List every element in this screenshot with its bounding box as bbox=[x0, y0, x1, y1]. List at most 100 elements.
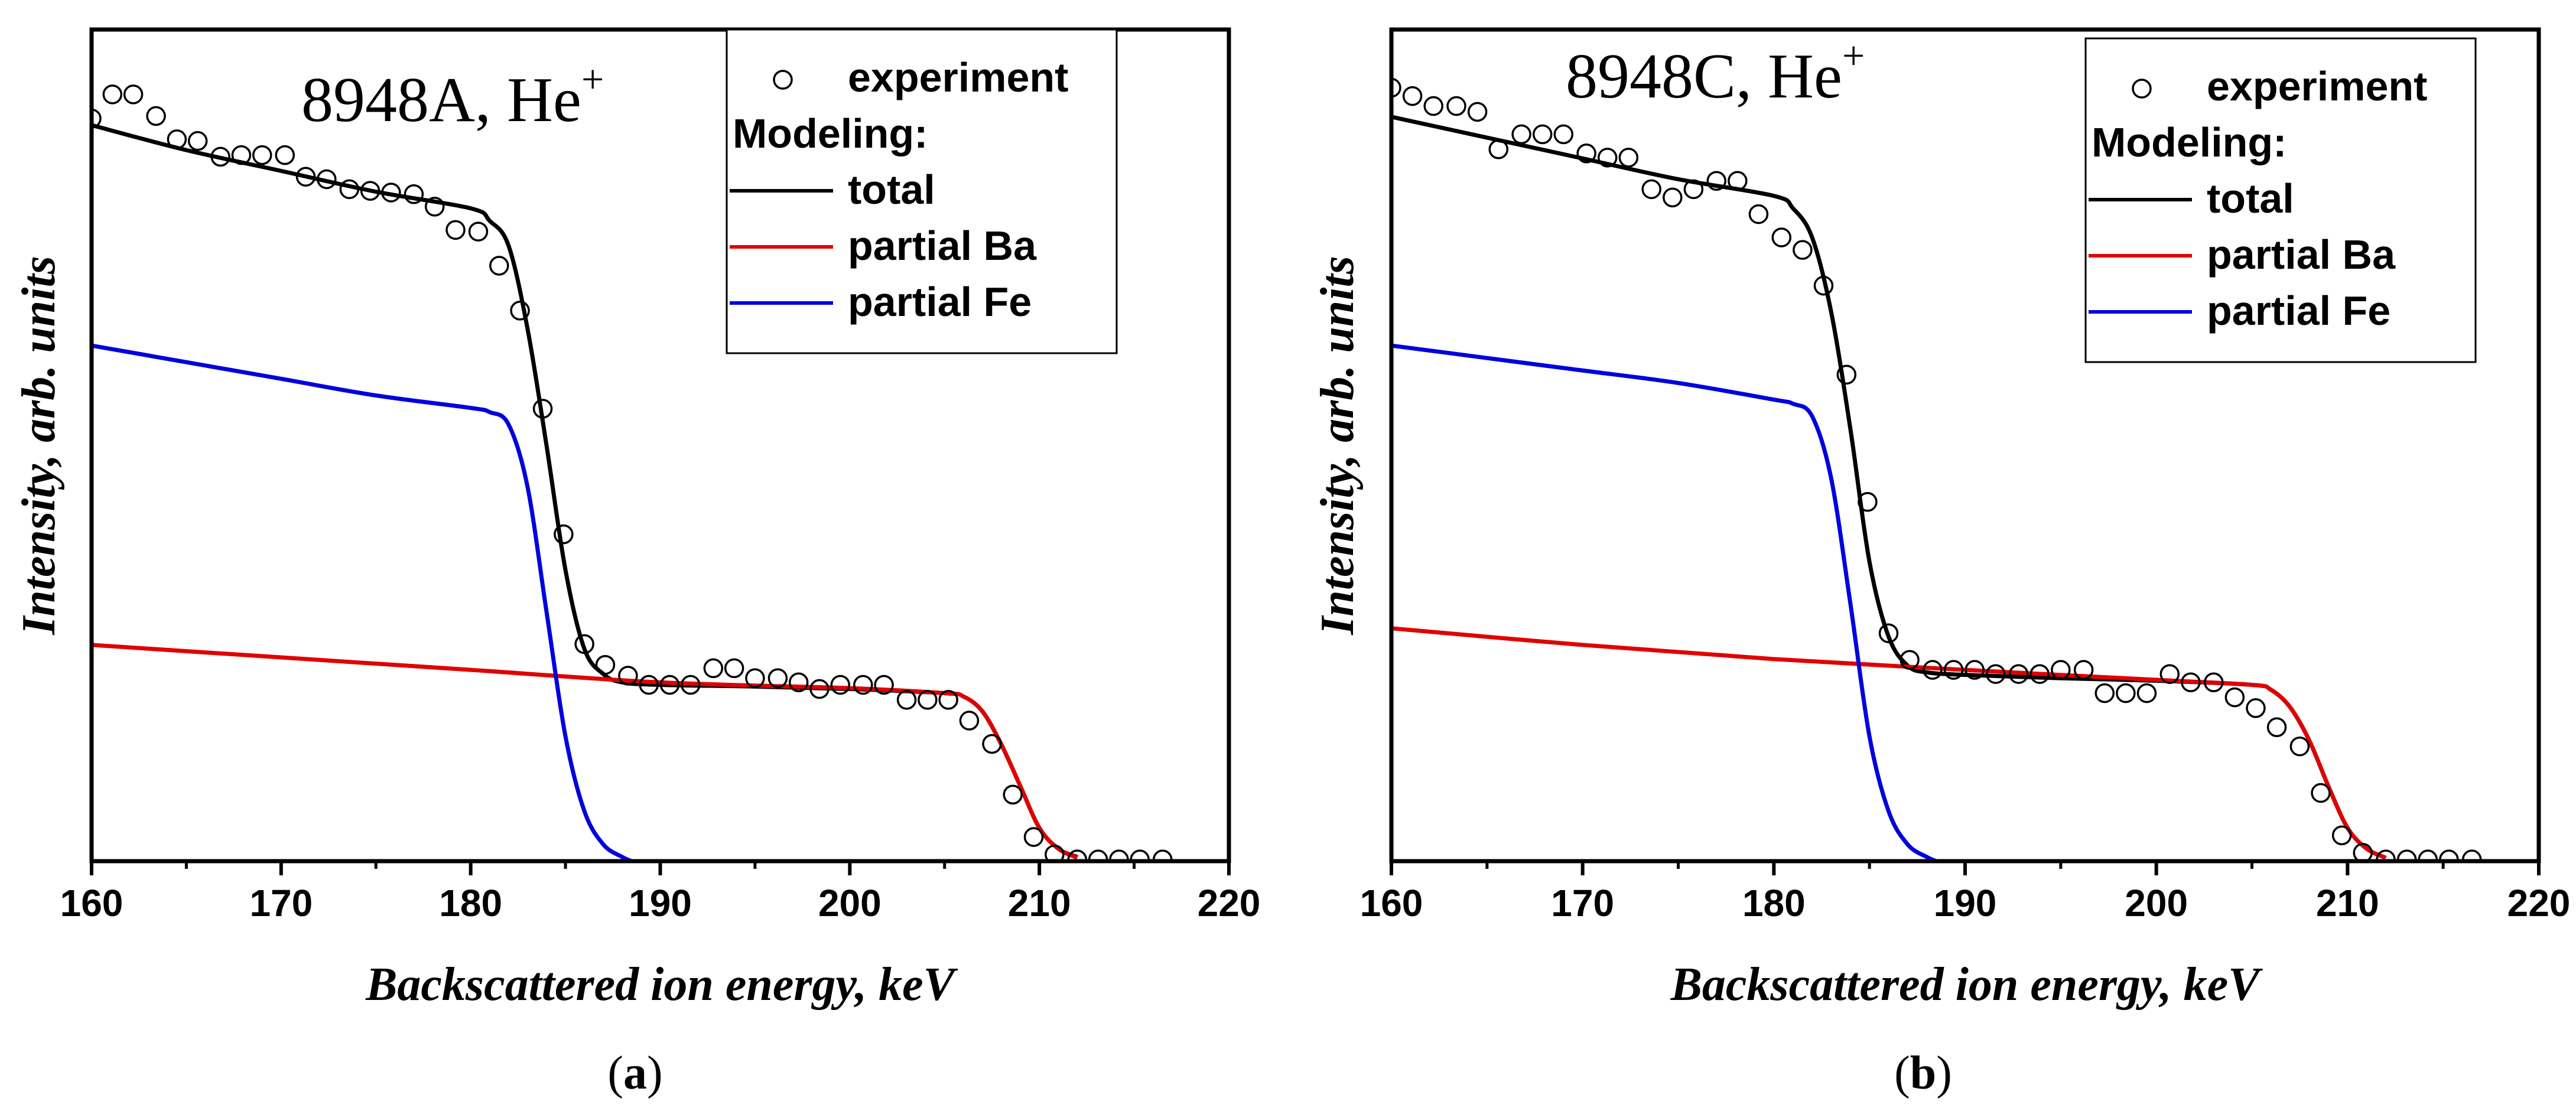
x-tick-label: 190 bbox=[1934, 882, 1997, 924]
experiment-point bbox=[2331, 825, 2352, 846]
experiment-point bbox=[745, 668, 765, 688]
x-tick-label: 210 bbox=[2316, 882, 2379, 924]
experiment-point bbox=[1728, 171, 1748, 191]
experiment-point bbox=[2029, 664, 2050, 684]
panel-title: 8948C, He+ bbox=[1566, 33, 1865, 112]
experiment-point bbox=[210, 146, 230, 167]
experiment-point bbox=[381, 183, 401, 203]
experiment-point bbox=[703, 658, 724, 679]
experiment-point bbox=[424, 197, 445, 217]
experiment-point bbox=[1836, 364, 1857, 385]
experiment-point bbox=[724, 658, 744, 679]
x-tick-label: 200 bbox=[818, 882, 882, 924]
panel-title-main: 8948C, He bbox=[1566, 41, 1842, 112]
experiment-point bbox=[618, 666, 638, 686]
panel-caption-paren: ) bbox=[1936, 1047, 1952, 1099]
experiment-point bbox=[1467, 102, 1488, 122]
experiment-point bbox=[595, 654, 616, 675]
experiment-point bbox=[468, 221, 489, 242]
experiment-point bbox=[2353, 843, 2373, 861]
legend: experiment Modeling: total partial Ba partia… bbox=[2084, 37, 2477, 363]
experiment-point bbox=[2181, 672, 2201, 693]
x-tick-label: 170 bbox=[249, 882, 313, 924]
x-tick-label: 220 bbox=[2507, 882, 2571, 924]
legend-marker-experiment bbox=[773, 70, 793, 90]
experiment-point bbox=[510, 301, 530, 321]
experiment-point bbox=[1553, 124, 1574, 145]
experiment-point bbox=[1391, 77, 1401, 98]
experiment-point bbox=[1771, 227, 1792, 247]
series-line-partial-ba bbox=[1391, 626, 2387, 860]
experiment-point bbox=[1986, 664, 2006, 684]
y-axis-title: Intensity, arb. units bbox=[1312, 256, 1364, 636]
y-axis-title: Intensity, arb. units bbox=[13, 256, 65, 636]
experiment-point bbox=[959, 711, 980, 731]
series-line-partial-ba bbox=[92, 643, 1078, 860]
panel-caption-paren: ( bbox=[607, 1047, 623, 1099]
x-tick-label: 220 bbox=[1198, 882, 1261, 924]
experiment-point bbox=[2204, 672, 2224, 693]
x-tick-label: 180 bbox=[1742, 882, 1806, 924]
experiment-point bbox=[2266, 717, 2287, 738]
experiment-point bbox=[1597, 148, 1618, 168]
panel-title: 8948A, He+ bbox=[301, 57, 604, 135]
series-line-partial-fe bbox=[1391, 343, 1937, 861]
x-tick-label: 190 bbox=[629, 882, 692, 924]
legend-label-partial-ba: partial Ba bbox=[2207, 232, 2396, 278]
experiment-point bbox=[404, 184, 424, 204]
panel-caption-paren: ) bbox=[647, 1047, 663, 1099]
experiment-point bbox=[2311, 783, 2331, 803]
legend-marker-experiment bbox=[2132, 79, 2152, 99]
experiment-point bbox=[1964, 660, 1985, 680]
experiment-point bbox=[1402, 86, 1423, 106]
experiment-point bbox=[1878, 623, 1899, 643]
experiment-point bbox=[874, 675, 894, 695]
experiment-point bbox=[1532, 124, 1553, 145]
legend-label-experiment: experiment bbox=[848, 54, 1068, 100]
experiment-point bbox=[2094, 683, 2115, 703]
panel-title-superscript: + bbox=[1842, 33, 1865, 78]
experiment-point bbox=[1900, 650, 1920, 670]
experiment-point bbox=[574, 634, 594, 654]
experiment-point bbox=[532, 399, 553, 419]
experiment-point bbox=[360, 181, 380, 201]
experiment-point bbox=[489, 256, 509, 276]
panel-title-main: 8948A, He bbox=[301, 65, 581, 135]
experiment-point bbox=[1446, 96, 1466, 116]
experiment-point bbox=[554, 524, 574, 545]
experiment-point bbox=[2116, 683, 2136, 703]
x-tick-label: 210 bbox=[1008, 882, 1071, 924]
x-axis-title: Backscattered ion energy, keV bbox=[1670, 959, 2263, 1011]
experiment-point bbox=[2051, 660, 2071, 680]
legend-label-partial-fe: partial Fe bbox=[848, 279, 1032, 325]
panel-title-superscript: + bbox=[581, 57, 604, 102]
chart-panel-a: 160 170 180 190 200 210 220 Backscattered ion e… bbox=[13, 27, 1261, 1099]
experiment-point bbox=[1858, 491, 1878, 512]
experiment-point bbox=[187, 131, 208, 151]
experiment-point bbox=[1488, 139, 1509, 159]
experiment-point bbox=[295, 167, 316, 187]
experiment-point bbox=[252, 145, 272, 165]
experiment-point bbox=[1003, 784, 1023, 805]
experiment-point bbox=[2289, 736, 2310, 757]
series-line-partial-fe bbox=[92, 343, 633, 861]
experiment-point bbox=[275, 145, 295, 165]
experiment-point bbox=[1793, 240, 1813, 260]
experiment-point bbox=[1641, 179, 1661, 200]
legend-label-partial-ba: partial Ba bbox=[848, 223, 1037, 269]
legend: experiment Modeling: total partial Ba partia… bbox=[726, 28, 1118, 354]
legend-modeling-header: Modeling: bbox=[2092, 119, 2286, 165]
panel-caption-letter: a bbox=[623, 1047, 647, 1099]
plot-area bbox=[1391, 77, 2482, 861]
legend-label-partial-fe: partial Fe bbox=[2207, 288, 2390, 334]
experiment-point bbox=[167, 129, 187, 149]
experiment-point bbox=[146, 106, 166, 126]
panel-caption: (a) bbox=[607, 1047, 662, 1099]
legend-modeling-header: Modeling: bbox=[733, 110, 928, 157]
panel-caption-letter: b bbox=[1910, 1047, 1937, 1099]
experiment-point bbox=[2246, 698, 2266, 718]
x-tick-label: 160 bbox=[60, 882, 123, 924]
experiment-point bbox=[2136, 683, 2157, 703]
x-axis-title: Backscattered ion energy, keV bbox=[365, 959, 958, 1011]
